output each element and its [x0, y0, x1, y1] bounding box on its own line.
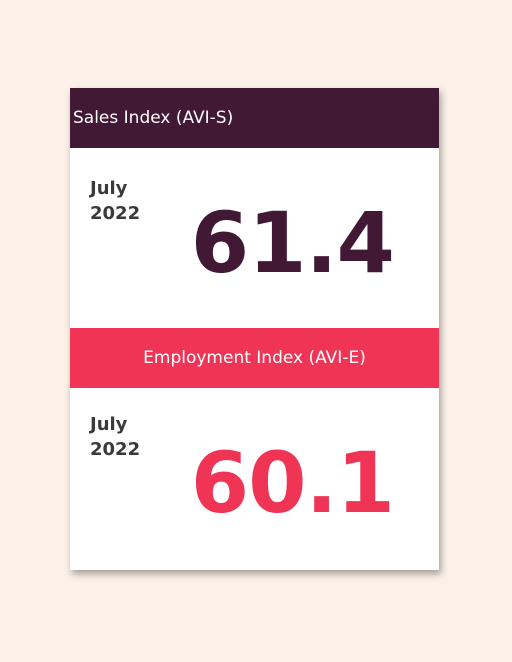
sales-index-header: Sales Index (AVI-S)	[70, 88, 439, 148]
employment-year: 2022	[90, 439, 141, 460]
employment-index-header: Employment Index (AVI-E)	[70, 328, 439, 388]
employment-month: July	[90, 414, 128, 435]
employment-period: July 2022	[90, 412, 140, 462]
sales-year: 2022	[90, 203, 141, 224]
sales-index-value: 61.4	[190, 194, 395, 292]
index-card: Sales Index (AVI-S) July 2022 61.4 Emplo…	[70, 88, 439, 570]
sales-period: July 2022	[90, 176, 140, 226]
employment-index-value: 60.1	[190, 434, 395, 532]
sales-month: July	[90, 178, 128, 199]
